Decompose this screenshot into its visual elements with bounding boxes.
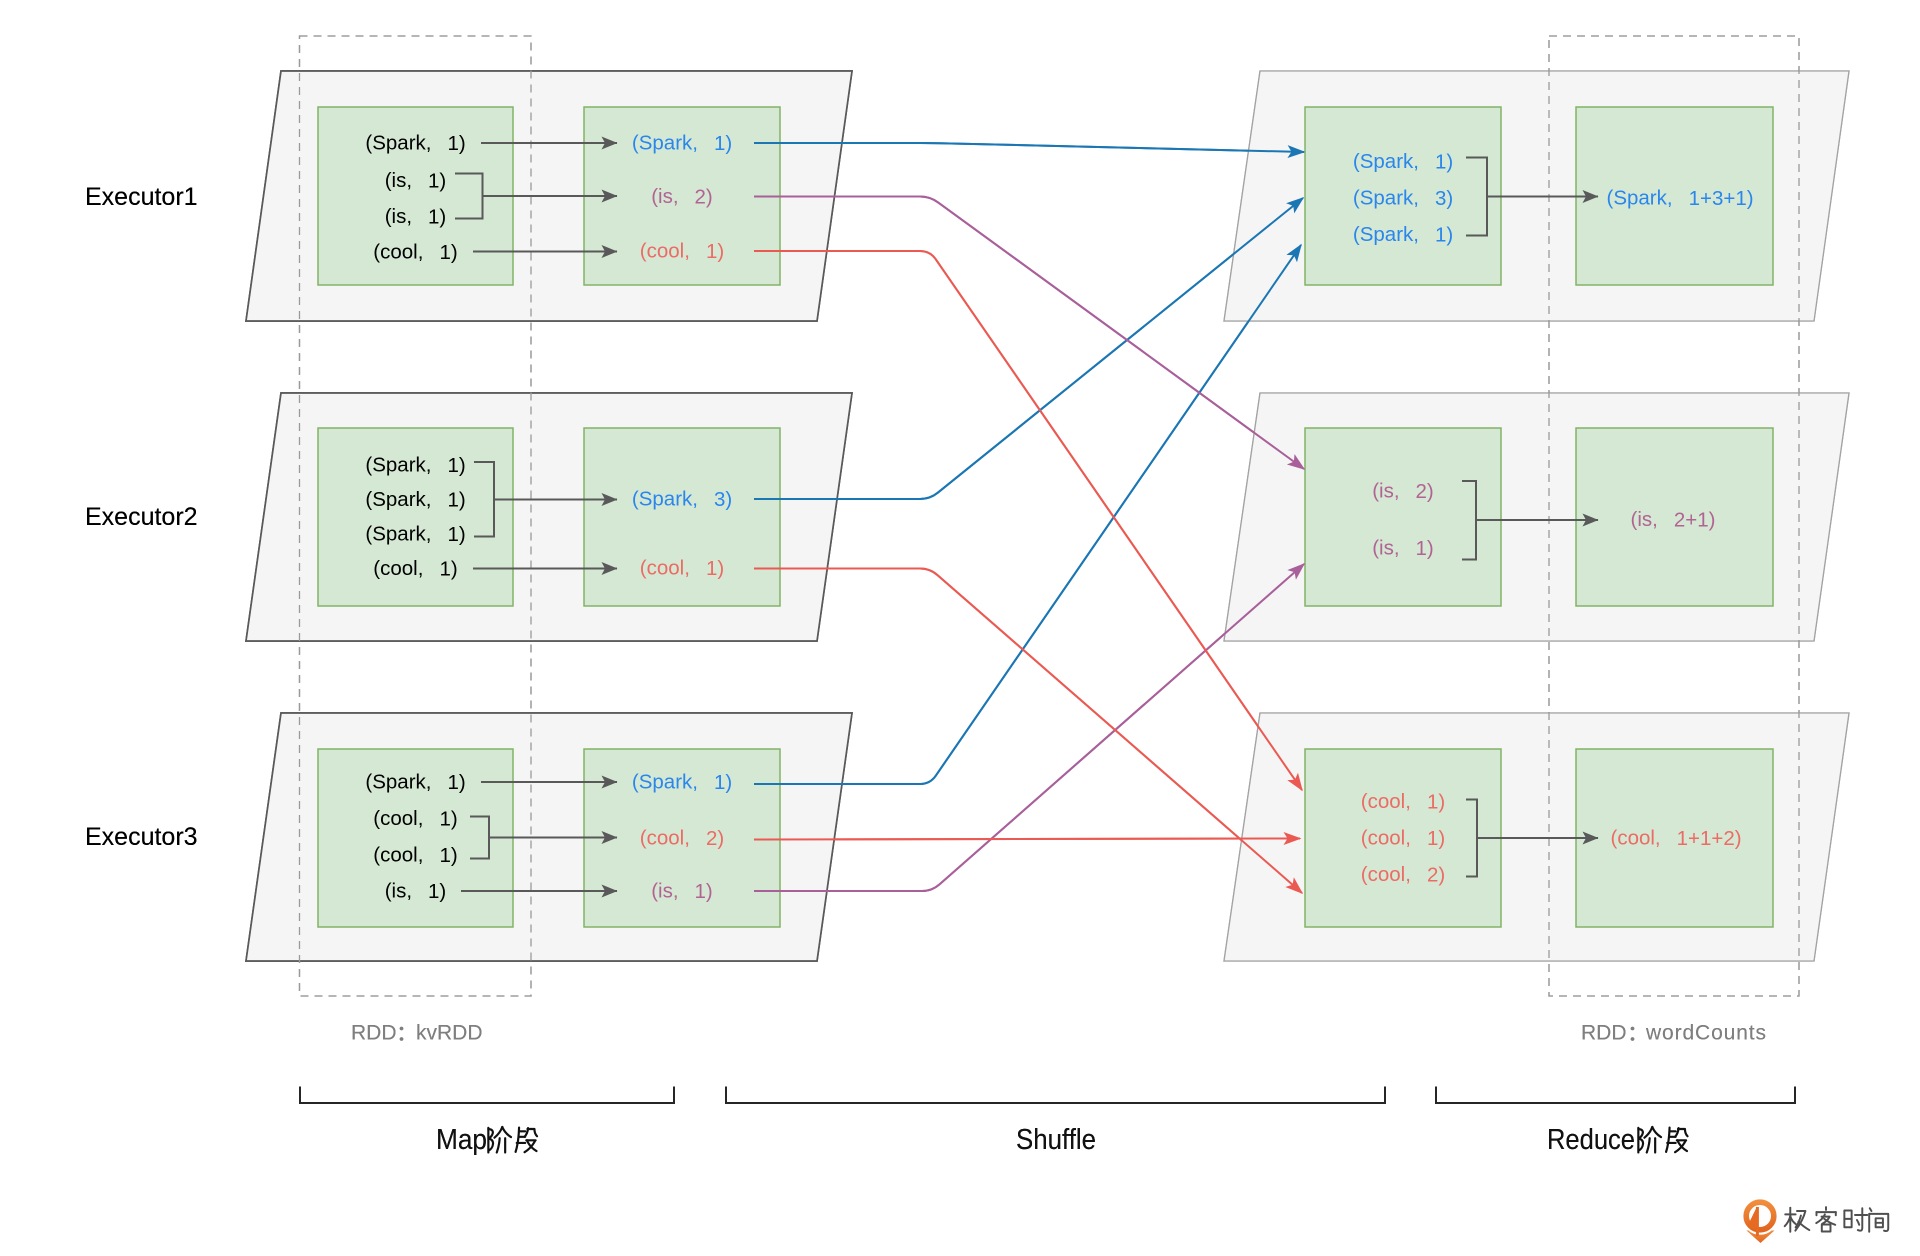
svg-text:(cool,1): (cool,1) [1361, 827, 1445, 850]
svg-text:wordCounts: wordCounts [1645, 1022, 1766, 1045]
svg-text:(cool,2): (cool,2) [1361, 863, 1445, 886]
svg-text:Executor3: Executor3 [85, 823, 198, 851]
svg-text:(is,2+1): (is,2+1) [1631, 508, 1716, 531]
svg-text:RDD: RDD [351, 1022, 397, 1045]
svg-text:(cool,1): (cool,1) [640, 240, 724, 263]
svg-text:(Spark,1): (Spark,1) [1353, 223, 1453, 246]
svg-text:wordCounts: wordCounts [1645, 1022, 1766, 1045]
svg-text:RDD: RDD [1581, 1022, 1627, 1045]
svg-text:(Spark,1): (Spark,1) [365, 771, 465, 794]
svg-text:(cool,1): (cool,1) [373, 557, 457, 580]
svg-text:(cool,1+1+2): (cool,1+1+2) [1611, 827, 1742, 850]
svg-text:Executor1: Executor1 [85, 183, 198, 211]
svg-text:(Spark,1): (Spark,1) [365, 132, 465, 155]
svg-text:Executor1: Executor1 [85, 183, 198, 211]
svg-text:Executor3: Executor3 [85, 823, 198, 851]
svg-text:Reduce: Reduce [1547, 1124, 1635, 1156]
svg-text:(Spark,1): (Spark,1) [365, 488, 465, 511]
svg-text:(cool,1): (cool,1) [640, 557, 724, 580]
svg-text:Map: Map [436, 1124, 487, 1156]
svg-text:(Spark,3): (Spark,3) [632, 488, 732, 511]
svg-text:Reduce: Reduce [1547, 1124, 1635, 1156]
svg-text:(Spark,1): (Spark,1) [632, 132, 732, 155]
svg-text:Shuffle: Shuffle [1016, 1124, 1096, 1156]
svg-text:kvRDD: kvRDD [416, 1022, 483, 1045]
svg-text:(cool,1): (cool,1) [373, 807, 457, 830]
svg-text:Executor2: Executor2 [85, 503, 198, 531]
svg-text:Shuffle: Shuffle [1016, 1124, 1096, 1156]
svg-text:(Spark,1): (Spark,1) [632, 771, 732, 794]
svg-text:RDD: RDD [351, 1022, 397, 1045]
svg-text:(cool,1): (cool,1) [373, 844, 457, 867]
svg-text:Executor2: Executor2 [85, 503, 198, 531]
svg-text:(cool,1): (cool,1) [1361, 790, 1445, 813]
svg-text:(Spark,3): (Spark,3) [1353, 187, 1453, 210]
svg-text:(Spark,1): (Spark,1) [1353, 150, 1453, 173]
svg-text:(Spark,1): (Spark,1) [365, 454, 465, 477]
svg-text:(cool,1): (cool,1) [373, 241, 457, 264]
svg-text:kvRDD: kvRDD [416, 1022, 483, 1045]
svg-text:(Spark,1): (Spark,1) [365, 523, 465, 546]
svg-text:(cool,2): (cool,2) [640, 827, 724, 850]
svg-text:RDD: RDD [1581, 1022, 1627, 1045]
svg-text:Map: Map [436, 1124, 487, 1156]
